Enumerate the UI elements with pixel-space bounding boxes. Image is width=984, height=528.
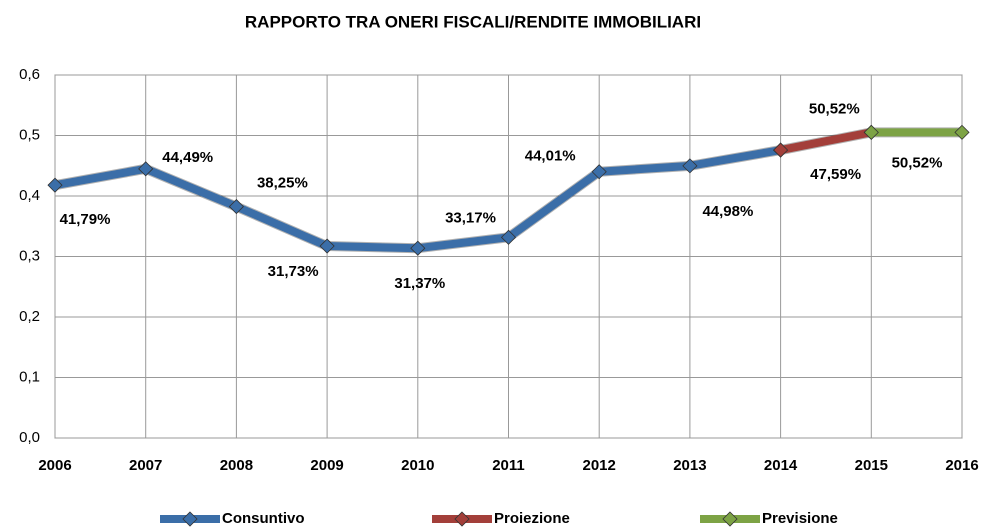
x-tick-label: 2007 xyxy=(129,457,162,474)
data-label: 31,73% xyxy=(268,263,319,280)
legend-label: Consuntivo xyxy=(222,510,305,527)
y-tick-label: 0,6 xyxy=(19,66,40,83)
marker xyxy=(182,511,198,527)
chart-title: RAPPORTO TRA ONERI FISCALI/RENDITE IMMOB… xyxy=(245,12,701,31)
marker xyxy=(863,124,879,140)
x-tick-label: 2015 xyxy=(855,457,888,474)
marker xyxy=(454,511,470,527)
x-tick-label: 2010 xyxy=(401,457,434,474)
marker xyxy=(138,161,154,177)
marker xyxy=(954,124,970,140)
x-tick-label: 2008 xyxy=(220,457,253,474)
x-tick-label: 2006 xyxy=(38,457,71,474)
data-label: 50,52% xyxy=(892,154,943,171)
data-label: 31,37% xyxy=(394,275,445,292)
marker xyxy=(319,238,335,254)
legend-label: Proiezione xyxy=(494,510,570,527)
y-tick-label: 0,2 xyxy=(19,308,40,325)
x-tick-label: 2013 xyxy=(673,457,706,474)
data-label: 44,01% xyxy=(525,148,576,165)
data-label: 47,59% xyxy=(810,166,861,183)
y-tick-label: 0,3 xyxy=(19,247,40,264)
marker xyxy=(682,158,698,174)
y-tick-label: 0,4 xyxy=(19,187,40,204)
x-tick-label: 2011 xyxy=(492,457,525,474)
marker xyxy=(591,164,607,180)
y-tick-label: 0,5 xyxy=(19,126,40,143)
data-label: 33,17% xyxy=(445,209,496,226)
data-label: 44,49% xyxy=(162,149,213,166)
x-tick-label: 2016 xyxy=(945,457,978,474)
series-line xyxy=(779,128,873,155)
marker xyxy=(500,229,517,245)
data-label: 38,25% xyxy=(257,175,308,192)
x-tick-label: 2014 xyxy=(764,457,798,474)
x-tick-label: 2009 xyxy=(310,457,343,474)
data-label: 41,79% xyxy=(60,211,111,228)
y-tick-label: 0,0 xyxy=(19,429,40,446)
marker xyxy=(773,142,789,158)
marker xyxy=(47,177,63,193)
legend-label: Previsione xyxy=(762,510,838,527)
marker xyxy=(410,240,426,256)
data-label: 50,52% xyxy=(809,100,860,117)
x-tick-label: 2012 xyxy=(583,457,616,474)
y-tick-label: 0,1 xyxy=(19,368,40,385)
marker xyxy=(722,511,738,527)
marker xyxy=(228,199,244,215)
data-label: 44,98% xyxy=(702,203,753,220)
